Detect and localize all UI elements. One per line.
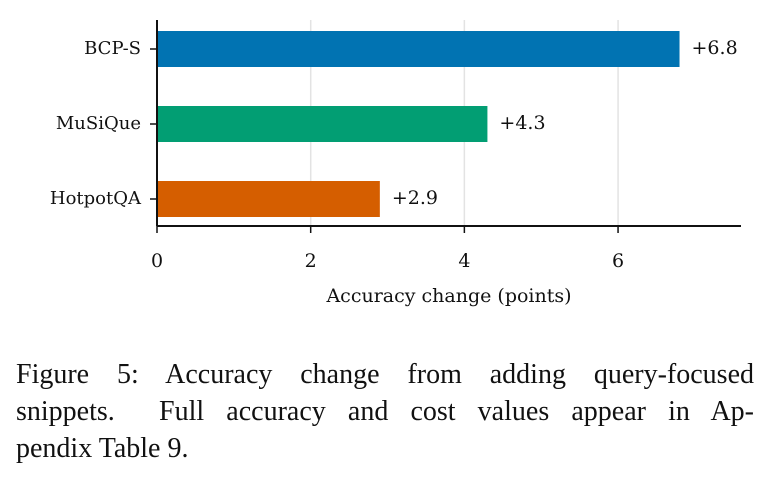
y-tick-label: HotpotQA — [50, 188, 142, 209]
bar — [157, 106, 488, 142]
value-label: +4.3 — [499, 112, 545, 134]
x-tick-label: 2 — [305, 250, 317, 272]
value-label: +2.9 — [392, 187, 438, 209]
caption-line: pendix Table 9. — [16, 433, 189, 464]
caption-line: Figure 5: Accuracy change from adding qu… — [16, 359, 754, 390]
y-tick-label: MuSiQue — [56, 113, 141, 134]
x-axis-label: Accuracy change (points) — [325, 285, 571, 307]
caption: Figure 5: Accuracy change from adding qu… — [16, 356, 754, 467]
value-label: +6.8 — [692, 37, 738, 59]
bar — [157, 31, 680, 67]
x-tick-label: 6 — [612, 250, 624, 272]
chart: Accuracy change (points) 0 2 4 6 BCP-S +6.8 Mu… — [50, 20, 741, 307]
caption-line: snippets. Full accuracy and cost values … — [16, 396, 754, 427]
x-tick-label: 4 — [458, 250, 470, 272]
y-tick-label: BCP-S — [84, 38, 141, 59]
x-tick-label: 0 — [151, 250, 163, 272]
bar — [157, 181, 380, 217]
